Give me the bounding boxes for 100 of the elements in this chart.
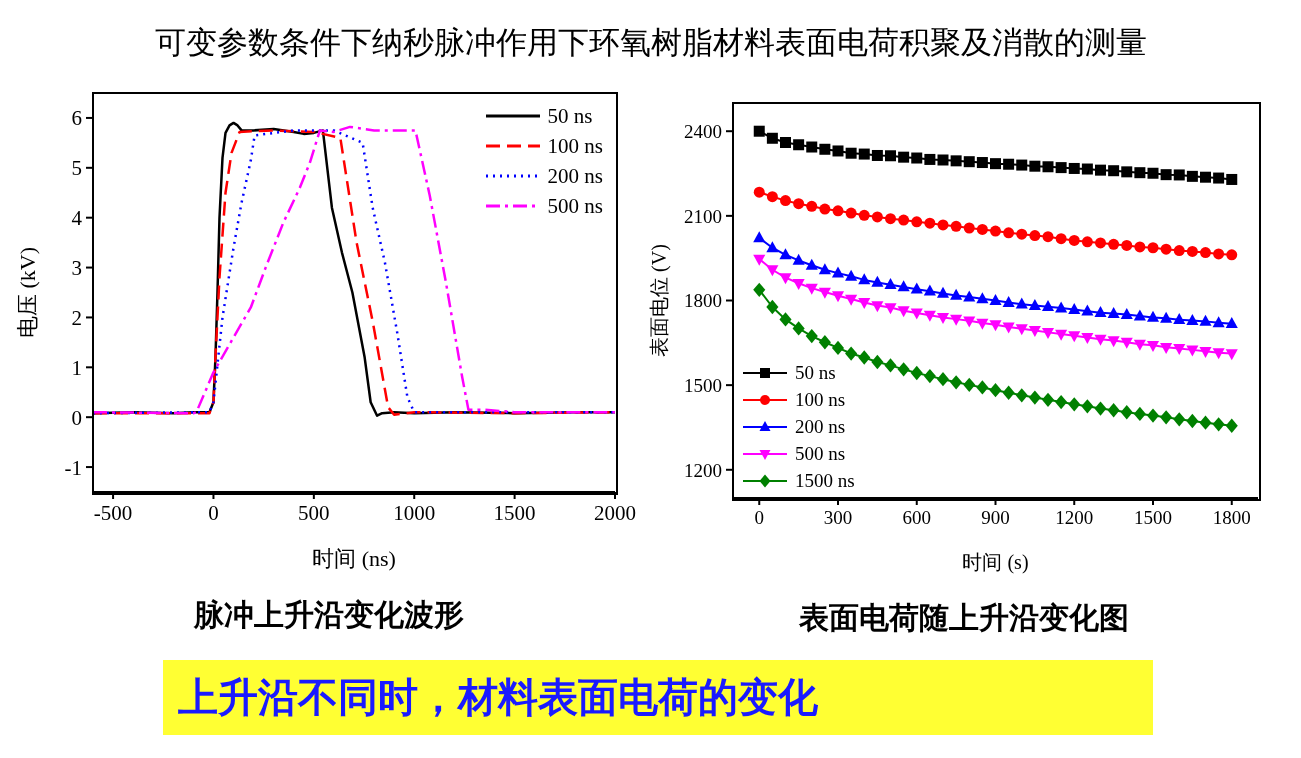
- point: [1147, 242, 1159, 254]
- point: [1055, 329, 1068, 341]
- x-tick-label: 0: [208, 500, 219, 525]
- x-tick-label: 0: [754, 507, 764, 529]
- point: [1186, 170, 1198, 182]
- point: [936, 286, 950, 298]
- point: [1226, 173, 1238, 185]
- y-tick-label: -1: [64, 455, 82, 480]
- y-axis-title: 电压 (kV): [14, 246, 40, 339]
- y-tick-label: 2: [71, 305, 82, 330]
- x-tick-label: 2000: [594, 500, 636, 525]
- point: [858, 273, 871, 285]
- point: [831, 266, 845, 278]
- x-tick-label: 1800: [1212, 507, 1251, 529]
- point: [792, 321, 805, 336]
- point: [1173, 245, 1185, 257]
- point: [871, 301, 884, 313]
- y-tick-label: 1200: [684, 459, 722, 481]
- point: [963, 316, 976, 328]
- point: [1186, 245, 1198, 257]
- point: [845, 269, 858, 281]
- point: [898, 214, 910, 226]
- x-tick-label: 1000: [393, 500, 436, 525]
- y-axis-title: 表面电位 (V): [648, 244, 672, 357]
- point: [1081, 399, 1094, 414]
- x-axis-title: 时间 (s): [962, 551, 1029, 574]
- point: [936, 313, 950, 325]
- point: [1134, 241, 1146, 253]
- point: [858, 209, 870, 221]
- point: [1015, 324, 1028, 336]
- point: [1055, 301, 1068, 313]
- point: [1212, 348, 1225, 360]
- point: [753, 186, 765, 198]
- point: [845, 294, 858, 306]
- point: [910, 282, 923, 294]
- point: [1081, 163, 1093, 175]
- point: [897, 306, 910, 318]
- point: [990, 225, 1001, 237]
- text: 上升沿不同时，材料表面电荷的变化: [178, 673, 818, 722]
- point: [1225, 418, 1238, 433]
- x-tick-label: 500: [298, 500, 330, 525]
- point: [989, 293, 1002, 305]
- point: [1133, 406, 1146, 422]
- x-tick-label: -500: [93, 500, 133, 525]
- point: [818, 287, 831, 299]
- point: [898, 151, 910, 163]
- point: [858, 298, 871, 310]
- point: [832, 145, 844, 157]
- point: [1068, 397, 1081, 412]
- point: [805, 258, 818, 270]
- point: [897, 280, 910, 292]
- point: [1003, 158, 1015, 170]
- point: [1213, 172, 1225, 184]
- point: [1160, 410, 1173, 425]
- point: [950, 155, 962, 167]
- legend-label: 50 ns: [547, 103, 593, 129]
- point: [1186, 313, 1199, 325]
- point: [766, 265, 779, 277]
- text: 可变参数条件下纳秒脉冲作用下环氧树脂材料表面电荷积聚及消散的测量: [153, 23, 1148, 62]
- point: [924, 217, 936, 229]
- point: [1212, 417, 1225, 432]
- point: [1226, 249, 1238, 261]
- point: [805, 328, 818, 344]
- legend-label: 100 ns: [547, 133, 603, 159]
- point: [1225, 349, 1238, 361]
- point: [1094, 306, 1107, 318]
- point: [1200, 247, 1211, 259]
- point: [818, 335, 831, 350]
- point: [1133, 339, 1146, 351]
- point: [766, 299, 779, 315]
- point: [1108, 165, 1120, 177]
- point: [1068, 234, 1080, 246]
- point: [832, 205, 844, 217]
- point: [871, 275, 884, 287]
- point: [766, 191, 778, 203]
- y-tick-label: 5: [71, 156, 82, 181]
- point: [1068, 331, 1081, 343]
- point: [1055, 233, 1067, 245]
- point: [845, 346, 858, 361]
- x-axis-title: 时间 (ns): [312, 546, 396, 571]
- y-tick-label: 2400: [684, 120, 722, 142]
- point: [845, 207, 857, 219]
- point: [1028, 390, 1041, 405]
- point: [910, 365, 923, 381]
- point: [766, 132, 778, 144]
- point: [950, 220, 962, 232]
- legend-label: 100 ns: [795, 388, 846, 411]
- point: [753, 282, 766, 297]
- point: [1173, 344, 1186, 356]
- point: [1186, 345, 1199, 357]
- point: [976, 223, 988, 235]
- point: [1199, 346, 1212, 358]
- y-tick-label: 6: [71, 106, 82, 131]
- point: [923, 368, 936, 384]
- text: 表面电荷随上升沿变化图: [798, 599, 1130, 637]
- point: [1213, 248, 1225, 260]
- point: [806, 200, 818, 212]
- point: [753, 254, 766, 266]
- legend-label: 200 ns: [547, 163, 603, 189]
- point: [1042, 161, 1054, 173]
